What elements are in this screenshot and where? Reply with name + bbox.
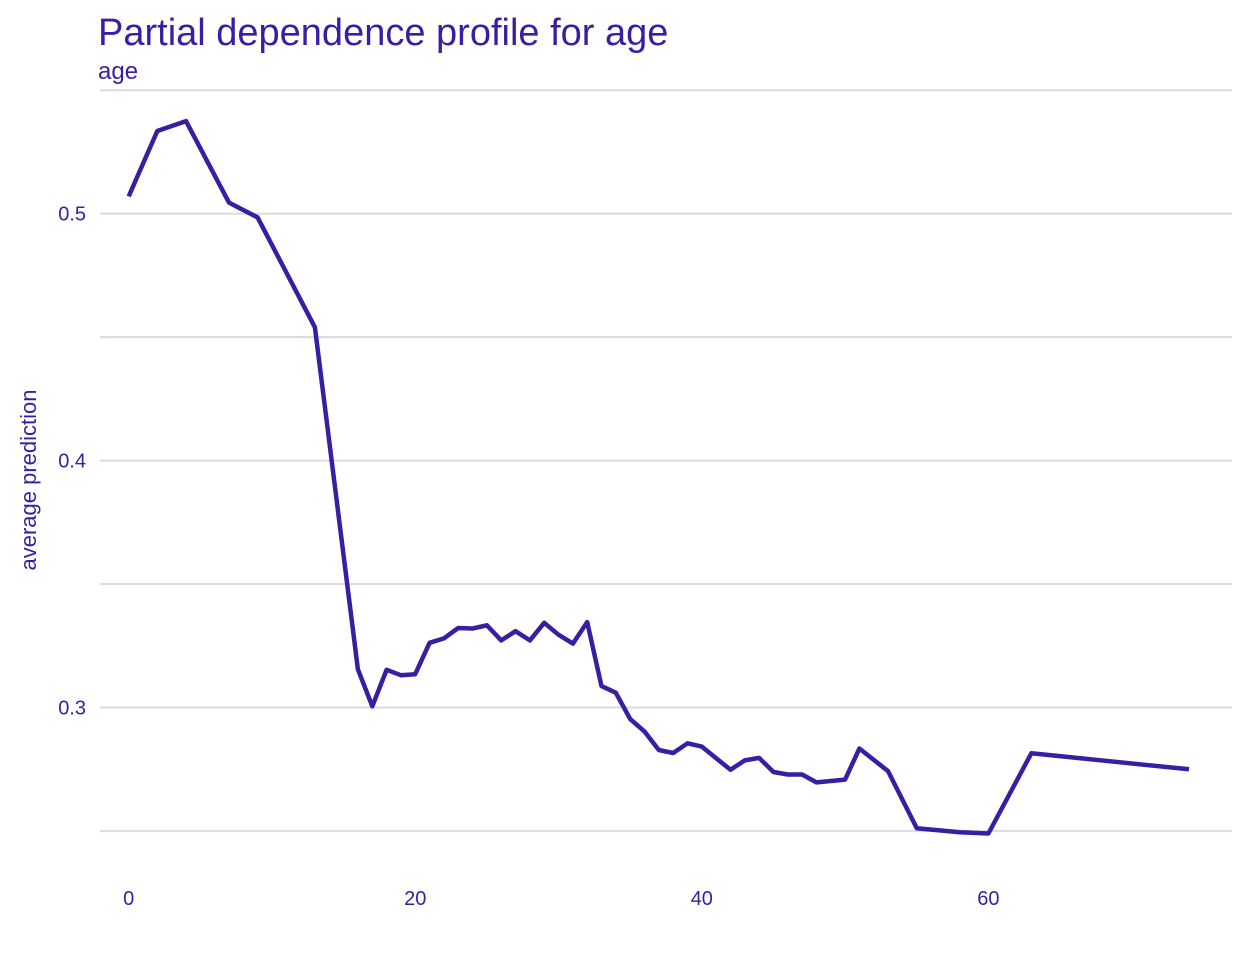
series-group bbox=[126, 118, 1190, 836]
series-line-0 bbox=[126, 118, 1190, 836]
grid-lines bbox=[100, 89, 1232, 833]
y-tick-label: 0.4 bbox=[58, 451, 86, 473]
chart-title: Partial dependence profile for age bbox=[98, 12, 669, 54]
x-axis-ticks: 0 20 40 60 bbox=[123, 888, 999, 910]
y-tick-label: 0.3 bbox=[58, 698, 86, 720]
x-tick-label: 60 bbox=[977, 888, 999, 910]
y-axis-label: average prediction bbox=[16, 389, 41, 570]
x-tick-label: 40 bbox=[691, 888, 713, 910]
x-tick-label: 0 bbox=[123, 888, 134, 910]
y-tick-label: 0.5 bbox=[58, 204, 86, 226]
x-tick-label: 20 bbox=[404, 888, 426, 910]
y-axis-ticks: 0.3 0.4 0.5 bbox=[58, 204, 86, 720]
chart-subtitle: age bbox=[98, 58, 139, 85]
